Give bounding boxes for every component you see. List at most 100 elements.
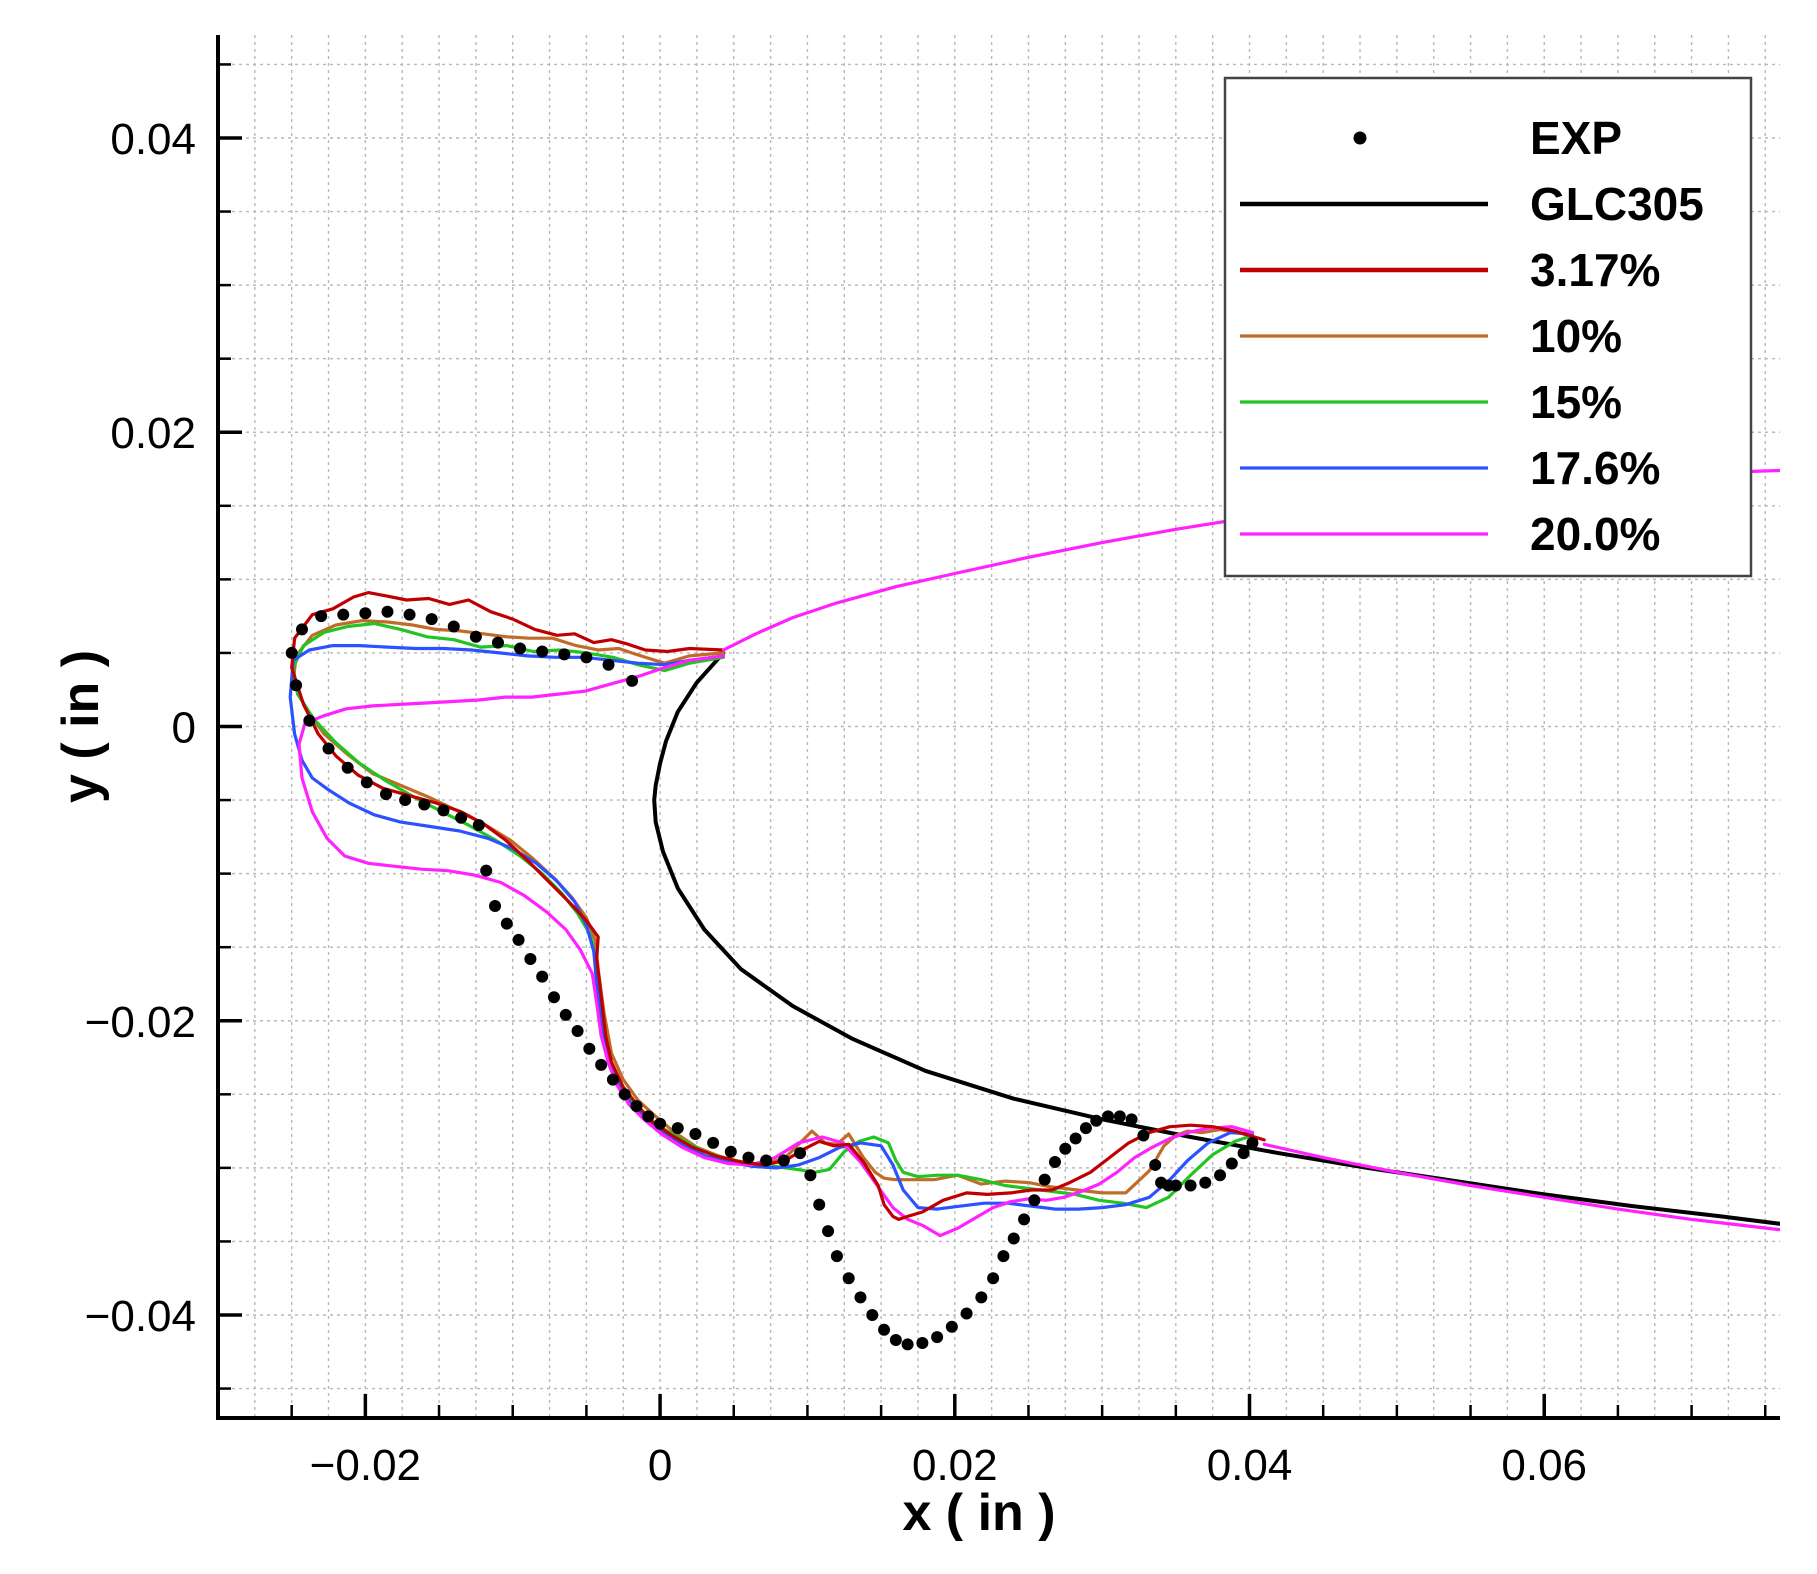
exp-point [480,864,493,877]
exp-point [583,1042,596,1055]
exp-point [642,1110,655,1123]
exp-point [1125,1113,1138,1126]
exp-point [931,1331,944,1344]
exp-point [379,788,392,801]
exp-point [514,642,527,655]
x-tick-label: 0.02 [912,1441,998,1490]
y-axis-title: y ( in ) [52,650,110,803]
exp-point [606,1073,619,1086]
series-3-17-line [290,590,1266,1222]
exp-point [997,1250,1010,1263]
axis-ticks [218,63,1767,1418]
exp-point [794,1147,807,1160]
exp-point [916,1336,929,1349]
exp-point [1048,1155,1061,1168]
legend-label: 17.6% [1530,442,1660,494]
series-17-6-line [288,643,1255,1211]
exp-point [359,607,372,620]
series-glc305-line [652,650,1780,1226]
exp-point [1246,1136,1259,1149]
exp-point [1149,1158,1162,1171]
legend-swatch-dot [1353,131,1367,145]
exp-point [842,1272,855,1285]
series-exp-markers [285,605,1259,1351]
exp-point [381,605,394,618]
exp-point [595,1058,608,1071]
legend-label: 10% [1530,310,1622,362]
exp-point [295,623,308,636]
exp-point [360,776,373,789]
y-tick-label: 0.04 [110,115,196,164]
tick-labels: −0.02 0 0.02 0.04 0.06 0.04 0.02 0 −0.02 −0.04 [85,115,1587,1490]
legend-box [1223,76,1753,578]
exp-point [403,608,416,621]
legend-label: GLC305 [1530,178,1704,230]
y-tick-label: −0.04 [85,1292,196,1341]
x-tick-label: 0.04 [1207,1441,1293,1490]
exp-point [804,1169,817,1182]
exp-point [1184,1179,1197,1192]
exp-point [1113,1110,1126,1123]
exp-point [724,1145,737,1158]
exp-point [854,1291,867,1304]
exp-point [472,819,485,832]
exp-point [654,1117,667,1130]
exp-point [418,798,431,811]
x-axis-title: x ( in ) [902,1484,1055,1542]
exp-point [1137,1129,1150,1142]
exp-point [1199,1176,1212,1189]
exp-point [1169,1179,1182,1192]
exp-point [742,1151,755,1164]
y-tick-label: 0 [172,704,196,753]
exp-point [512,933,525,946]
legend: EXP GLC305 3.17% 10% 15% 17.6% 20.0% [1223,76,1753,578]
exp-point [889,1334,902,1347]
exp-point [830,1250,843,1263]
exp-point [1225,1157,1238,1170]
exp-point [1007,1232,1020,1245]
exp-point [777,1154,790,1167]
exp-point [536,645,549,658]
series-layer [285,468,1780,1351]
exp-point [813,1198,826,1211]
exp-point [1237,1147,1250,1160]
exp-point [1214,1169,1227,1182]
legend-item: 20.0% [1240,508,1660,560]
exp-point [337,608,350,621]
exp-point [524,952,537,965]
x-tick-label: 0.06 [1501,1441,1587,1490]
exp-point [1102,1110,1115,1123]
series-lower-surface-all-cases-line [1262,1142,1780,1232]
exp-point [547,991,560,1004]
exp-point [559,1008,572,1021]
exp-point [425,613,438,626]
exp-point [901,1338,914,1351]
exp-point [945,1320,958,1333]
legend-label: EXP [1530,112,1622,164]
exp-point [630,1100,643,1113]
grid [218,35,1780,1418]
exp-point [571,1025,584,1038]
exp-point [322,742,335,755]
exp-point [707,1136,720,1149]
legend-item: EXP [1353,112,1622,164]
exp-point [1090,1114,1103,1127]
exp-point [341,761,354,774]
exp-point [626,674,639,687]
exp-point [602,658,615,671]
exp-point [1059,1142,1072,1155]
exp-point [960,1307,973,1320]
exp-point [469,630,482,643]
exp-point [285,646,298,659]
exp-point [580,651,593,664]
legend-item: 3.17% [1240,244,1660,296]
exp-point [878,1323,891,1336]
exp-point [536,970,549,983]
exp-point [1018,1213,1031,1226]
exp-point [399,794,412,807]
legend-label: 20.0% [1530,508,1660,560]
exp-point [489,899,502,912]
exp-point [290,679,303,692]
exp-point [689,1128,702,1141]
